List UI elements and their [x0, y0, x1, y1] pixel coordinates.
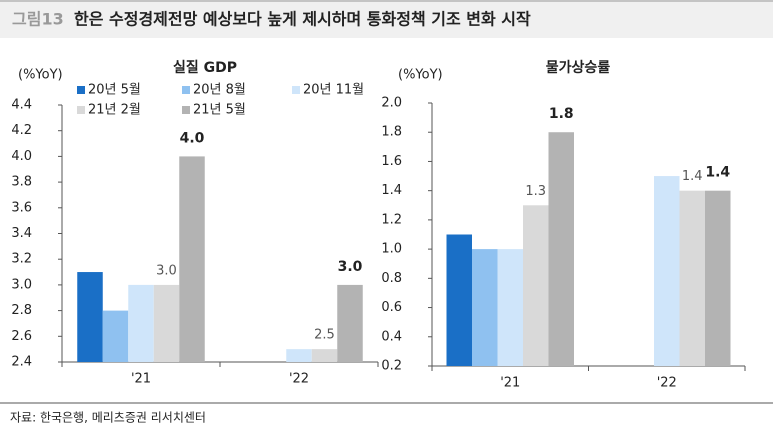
bar: [472, 249, 498, 366]
legend-swatch: [77, 106, 85, 114]
chart-title: 물가상승률: [546, 59, 611, 76]
x-tick-label: '22: [657, 376, 677, 391]
y-tick-label: 3.4: [11, 226, 32, 241]
bar: [446, 234, 472, 366]
y-tick-label: 4.4: [11, 98, 32, 113]
bar: [179, 156, 205, 362]
y-tick-label: 1.8: [381, 125, 402, 140]
legend-label: 20년 8월: [193, 83, 246, 98]
legend-swatch: [292, 86, 300, 94]
bar: [679, 190, 705, 366]
data-label: 4.0: [180, 130, 205, 146]
header-bg: [0, 0, 773, 38]
bar: [286, 349, 312, 362]
bar: [548, 132, 574, 366]
x-tick-label: '22: [289, 372, 309, 387]
y-tick-label: 0.6: [381, 300, 402, 315]
legend-swatch: [182, 106, 190, 114]
y-tick-label: 2.8: [11, 303, 32, 318]
bar: [705, 190, 731, 366]
source: 자료: 한국은행, 메리츠증권 리서치센터: [10, 410, 206, 425]
bar: [153, 284, 180, 362]
page-title: 한은 수정경제전망 예상보다 높게 제시하며 통화정책 기조 변화 시작: [74, 10, 531, 29]
data-label: 1.4: [682, 169, 703, 184]
bar: [523, 205, 549, 366]
bar: [102, 310, 129, 362]
bar: [337, 284, 363, 362]
data-label: 1.3: [525, 184, 546, 199]
y-axis-label: (%YoY): [18, 68, 63, 83]
figure-label: 그림13: [12, 10, 64, 29]
y-tick-label: 3.6: [11, 200, 32, 215]
y-tick-label: 2.4: [11, 355, 32, 370]
bar: [654, 176, 680, 366]
y-tick-label: 2.0: [381, 96, 402, 111]
data-label: 1.8: [549, 106, 574, 122]
legend-label: 20년 5월: [88, 83, 141, 98]
legend-label: 21년 2월: [88, 103, 141, 118]
y-tick-label: 0.2: [381, 359, 402, 374]
x-tick-label: '21: [500, 376, 520, 391]
y-tick-label: 1.6: [381, 154, 402, 169]
y-tick-label: 3.8: [11, 175, 32, 190]
data-label: 3.0: [338, 259, 363, 275]
bar: [128, 284, 154, 362]
y-tick-label: 4.2: [11, 123, 32, 138]
legend-label: 20년 11월: [303, 83, 364, 98]
y-tick-label: 0.8: [381, 271, 402, 286]
bar: [497, 249, 523, 366]
chart-title: 실질 GDP: [173, 60, 237, 76]
bar: [77, 272, 103, 362]
y-tick-label: 3.0: [11, 277, 32, 292]
y-tick-label: 3.2: [11, 252, 32, 267]
legend-label: 21년 5월: [193, 103, 246, 118]
data-label: 1.4: [705, 165, 730, 181]
y-tick-label: 1.2: [381, 212, 402, 227]
data-label: 2.5: [314, 328, 335, 343]
bar: [311, 349, 338, 362]
y-tick-label: 1.4: [381, 183, 402, 198]
y-tick-label: 1.0: [381, 242, 402, 257]
legend-swatch: [77, 86, 85, 94]
y-tick-label: 0.4: [381, 329, 402, 344]
data-label: 3.0: [156, 263, 177, 278]
y-tick-label: 2.6: [11, 329, 32, 344]
legend-swatch: [182, 86, 190, 94]
y-tick-label: 4.0: [11, 149, 32, 164]
y-axis-label: (%YoY): [398, 68, 443, 83]
x-tick-label: '21: [131, 372, 151, 387]
